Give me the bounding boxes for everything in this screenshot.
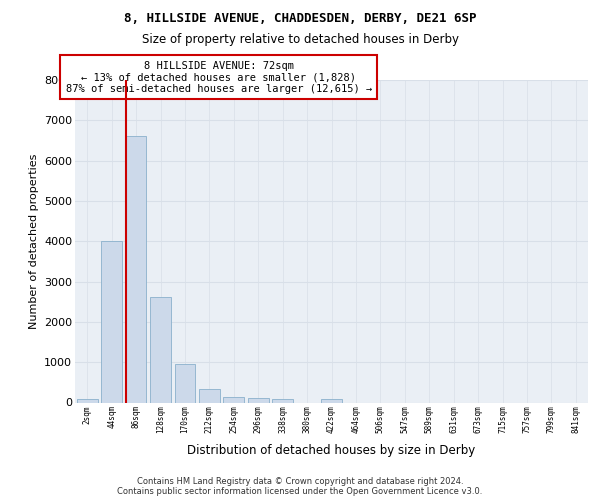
Bar — [321, 400, 342, 402]
Bar — [175, 364, 196, 403]
Bar — [199, 389, 220, 402]
Text: Contains HM Land Registry data © Crown copyright and database right 2024.: Contains HM Land Registry data © Crown c… — [137, 477, 463, 486]
Text: Contains public sector information licensed under the Open Government Licence v3: Contains public sector information licen… — [118, 487, 482, 496]
Y-axis label: Number of detached properties: Number of detached properties — [29, 154, 38, 329]
Bar — [223, 398, 244, 402]
Bar — [125, 136, 146, 402]
Bar — [101, 242, 122, 402]
X-axis label: Distribution of detached houses by size in Derby: Distribution of detached houses by size … — [187, 444, 476, 457]
Bar — [248, 398, 269, 402]
Text: 8, HILLSIDE AVENUE, CHADDESDEN, DERBY, DE21 6SP: 8, HILLSIDE AVENUE, CHADDESDEN, DERBY, D… — [124, 12, 476, 26]
Bar — [150, 297, 171, 403]
Text: Size of property relative to detached houses in Derby: Size of property relative to detached ho… — [142, 32, 458, 46]
Bar — [272, 400, 293, 402]
Bar — [77, 400, 98, 402]
Text: 8 HILLSIDE AVENUE: 72sqm
← 13% of detached houses are smaller (1,828)
87% of sem: 8 HILLSIDE AVENUE: 72sqm ← 13% of detach… — [65, 60, 372, 94]
